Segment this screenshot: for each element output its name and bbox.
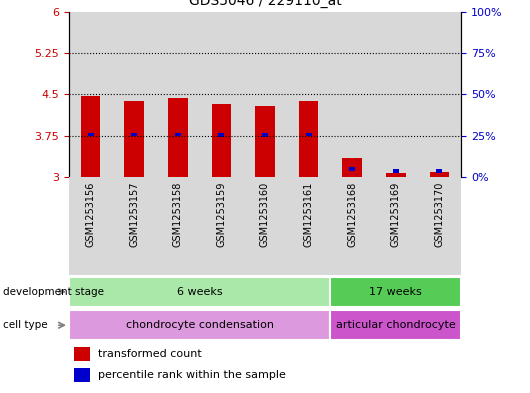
Bar [69, 310, 330, 340]
Bar [112, 177, 156, 275]
Bar [299, 101, 319, 177]
Bar [211, 104, 231, 177]
Bar [218, 133, 224, 137]
Bar [436, 169, 442, 173]
Bar [168, 97, 188, 177]
Text: GSM1253160: GSM1253160 [260, 182, 270, 247]
Bar [330, 177, 374, 275]
Text: articular chondrocyte: articular chondrocyte [336, 320, 456, 330]
Text: development stage: development stage [3, 287, 104, 297]
Text: GSM1253161: GSM1253161 [304, 182, 314, 247]
Bar [342, 158, 362, 177]
Text: GSM1253156: GSM1253156 [86, 182, 96, 247]
Bar [200, 12, 243, 177]
Bar [112, 12, 156, 177]
Bar [69, 277, 330, 307]
Title: GDS5046 / 229110_at: GDS5046 / 229110_at [189, 0, 341, 8]
Text: GSM1253157: GSM1253157 [129, 182, 139, 247]
Text: GSM1253169: GSM1253169 [391, 182, 401, 247]
Bar [81, 96, 101, 177]
Text: GSM1253168: GSM1253168 [347, 182, 357, 247]
Bar [200, 177, 243, 275]
Bar [418, 12, 461, 177]
Text: transformed count: transformed count [98, 349, 202, 359]
Bar [386, 173, 405, 177]
Bar [374, 12, 418, 177]
Bar [125, 101, 144, 177]
Bar [88, 132, 94, 136]
Bar [74, 347, 91, 361]
Bar [262, 133, 268, 137]
Bar [243, 177, 287, 275]
Bar [131, 132, 137, 136]
Bar [74, 368, 91, 382]
Text: 6 weeks: 6 weeks [177, 287, 223, 297]
Bar [330, 12, 374, 177]
Text: chondrocyte condensation: chondrocyte condensation [126, 320, 273, 330]
Bar [418, 177, 461, 275]
Bar [156, 12, 200, 177]
Bar [349, 167, 355, 171]
Bar [374, 177, 418, 275]
Bar [255, 107, 275, 177]
Bar [429, 173, 449, 177]
Bar [287, 177, 330, 275]
Bar [243, 12, 287, 177]
Bar [330, 277, 461, 307]
Text: GSM1253158: GSM1253158 [173, 182, 183, 247]
Bar [175, 132, 181, 136]
Text: 17 weeks: 17 weeks [369, 287, 422, 297]
Bar [393, 169, 399, 173]
Bar [69, 177, 112, 275]
Bar [287, 12, 330, 177]
Text: percentile rank within the sample: percentile rank within the sample [98, 370, 286, 380]
Bar [69, 12, 112, 177]
Text: cell type: cell type [3, 320, 47, 330]
Text: GSM1253170: GSM1253170 [434, 182, 444, 247]
Bar [330, 310, 461, 340]
Bar [306, 132, 312, 136]
Bar [156, 177, 200, 275]
Text: GSM1253159: GSM1253159 [216, 182, 226, 247]
